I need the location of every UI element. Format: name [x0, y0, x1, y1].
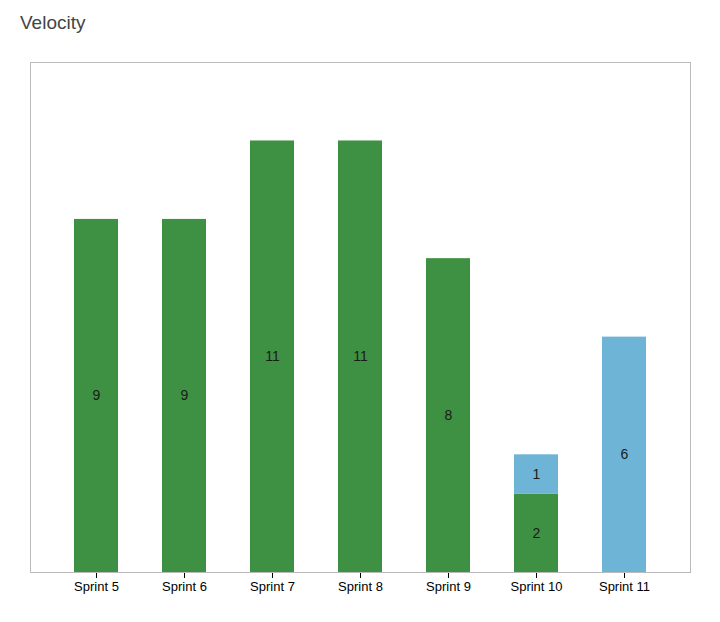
svg-text:Sprint 5: Sprint 5: [74, 579, 119, 594]
svg-text:2: 2: [533, 525, 541, 541]
svg-text:9: 9: [93, 387, 101, 403]
svg-text:1: 1: [533, 466, 541, 482]
svg-text:Sprint 11: Sprint 11: [599, 579, 650, 594]
svg-text:11: 11: [265, 348, 280, 364]
svg-text:Sprint 9: Sprint 9: [426, 579, 471, 594]
svg-text:Sprint 7: Sprint 7: [250, 579, 295, 594]
svg-text:6: 6: [621, 446, 629, 462]
svg-text:9: 9: [181, 387, 189, 403]
svg-text:Sprint 10: Sprint 10: [510, 579, 562, 594]
html-text:Velocity: Velocity: [20, 12, 86, 33]
svg-text:Sprint 8: Sprint 8: [338, 579, 383, 594]
svg-text:11: 11: [353, 348, 368, 364]
svg-text:8: 8: [445, 407, 453, 423]
svg-text:Sprint 6: Sprint 6: [162, 579, 207, 594]
